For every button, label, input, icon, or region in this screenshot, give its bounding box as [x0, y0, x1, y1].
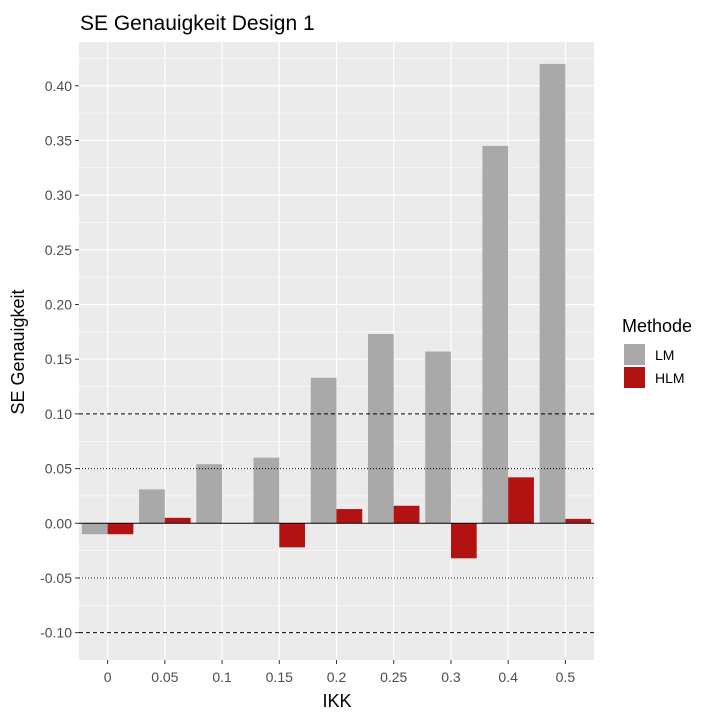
bar-lm-0.15	[253, 457, 280, 524]
bars	[81, 63, 592, 559]
legend-key-hlm	[624, 367, 645, 388]
x-axis-ticks: 0 0.05 0.1 0.15 0.2 0.25 0.3 0.4 0.5	[104, 660, 576, 685]
x-tick-label: 0.2	[327, 669, 347, 685]
bar-hlm-0.15	[279, 523, 306, 548]
bar-hlm-0.2	[336, 509, 363, 524]
legend-title: Methode	[622, 316, 692, 336]
legend-key-lm	[624, 344, 645, 365]
y-axis-title: SE Genauigkeit	[8, 289, 28, 414]
y-tick-label: 0.25	[45, 242, 72, 258]
x-tick-label: 0.05	[151, 669, 178, 685]
bar-hlm-0.3	[450, 523, 477, 559]
legend: Methode LM HLM	[622, 316, 692, 388]
bar-lm-0.5	[539, 63, 566, 524]
y-tick-label: 0.05	[45, 461, 72, 477]
bar-lm-0.1	[196, 464, 223, 524]
bar-lm-0.2	[310, 377, 337, 524]
y-tick-label: 0.20	[45, 297, 72, 313]
y-tick-label: 0.15	[45, 351, 72, 367]
y-tick-label: 0.00	[45, 515, 72, 531]
x-tick-label: 0.5	[556, 669, 576, 685]
legend-label-lm: LM	[655, 347, 674, 363]
bar-lm-0	[81, 523, 108, 535]
bar-hlm-0.25	[393, 505, 420, 524]
y-tick-label: 0.10	[45, 406, 72, 422]
bar-lm-0.4	[482, 145, 509, 524]
legend-label-hlm: HLM	[655, 370, 685, 386]
bar-lm-0.25	[367, 334, 394, 524]
x-axis-title: IKK	[322, 691, 351, 711]
x-tick-label: 0.1	[212, 669, 232, 685]
bar-hlm-0.05	[164, 517, 191, 524]
y-tick-label: 0.35	[45, 132, 72, 148]
y-axis-ticks: -0.10 -0.05 0.00 0.05 0.10 0.15 0.20 0.25 0.30 0.…	[40, 78, 79, 641]
chart-title: SE Genauigkeit Design 1	[80, 12, 315, 35]
y-tick-label: -0.05	[40, 570, 72, 586]
bar-lm-0.05	[139, 489, 165, 524]
bar-hlm-0.4	[508, 477, 534, 524]
x-tick-label: 0.3	[441, 669, 461, 685]
y-tick-label: -0.10	[40, 625, 72, 641]
x-tick-label: 0.25	[380, 669, 407, 685]
bar-lm-0.3	[425, 351, 451, 524]
y-tick-label: 0.30	[45, 187, 72, 203]
x-tick-label: 0.4	[498, 669, 518, 685]
bar-hlm-0.5	[565, 518, 592, 524]
bar-hlm-0	[107, 523, 134, 535]
x-tick-label: 0.15	[266, 669, 293, 685]
y-tick-label: 0.40	[45, 78, 72, 94]
x-tick-label: 0	[104, 669, 112, 685]
reference-lines	[79, 413, 594, 634]
